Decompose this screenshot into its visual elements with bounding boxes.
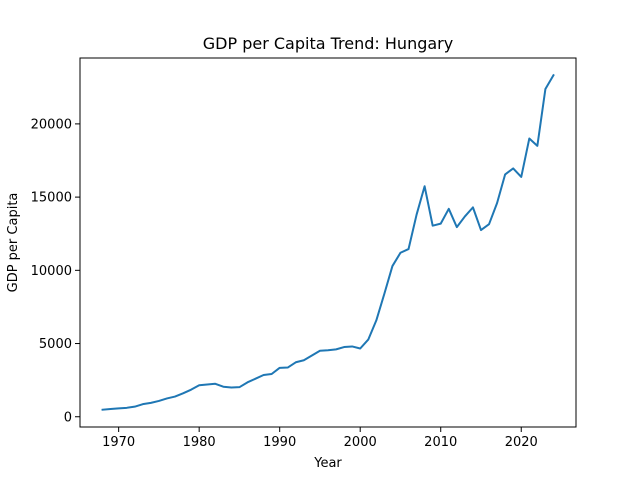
x-axis-ticks: 1970 1980 1990 2000 2010 2020 [102,427,538,450]
y-tick-label: 0 [64,410,72,425]
gdp-series-line [101,73,555,411]
chart-title: GDP per Capita Trend: Hungary [203,34,453,53]
y-tick-label: 15000 [31,191,72,206]
x-tick-label: 2020 [505,435,538,450]
y-tick-label: 5000 [39,337,72,352]
x-tick-label: 1980 [183,435,216,450]
x-tick-label: 2010 [424,435,457,450]
y-tick-label: 10000 [31,264,72,279]
x-tick-label: 2000 [344,435,377,450]
x-tick-label: 1970 [102,435,135,450]
x-tick-label: 1990 [263,435,296,450]
y-axis-label: GDP per Capita [6,193,21,293]
y-tick-label: 20000 [31,117,72,132]
axes-frame [79,57,577,428]
y-axis-ticks: 0 5000 10000 15000 20000 [31,117,80,425]
x-axis-label: Year [313,456,342,471]
